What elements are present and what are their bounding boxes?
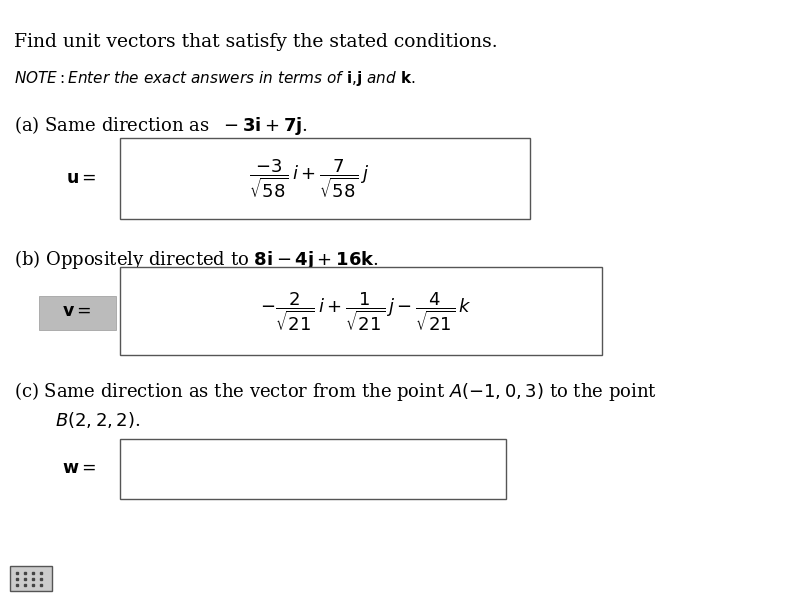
FancyBboxPatch shape — [120, 439, 505, 499]
FancyBboxPatch shape — [38, 296, 115, 330]
FancyBboxPatch shape — [120, 138, 529, 219]
Text: $\mathit{NOTE: Enter\ the\ exact\ answers\ in\ terms\ of\ }$$\mathbf{i}$$\mathit: $\mathit{NOTE: Enter\ the\ exact\ answer… — [14, 69, 415, 88]
Text: $-\dfrac{2}{\sqrt{21}}\, i + \dfrac{1}{\sqrt{21}}\, j - \dfrac{4}{\sqrt{21}}\, k: $-\dfrac{2}{\sqrt{21}}\, i + \dfrac{1}{\… — [259, 290, 471, 333]
FancyBboxPatch shape — [120, 267, 602, 355]
FancyBboxPatch shape — [10, 566, 52, 591]
Text: $\mathbf{w} =$: $\mathbf{w} =$ — [62, 460, 96, 477]
Text: $\dfrac{-3}{\sqrt{58}}\, i + \dfrac{7}{\sqrt{58}}\, j$: $\dfrac{-3}{\sqrt{58}}\, i + \dfrac{7}{\… — [249, 157, 369, 200]
Text: Find unit vectors that satisfy the stated conditions.: Find unit vectors that satisfy the state… — [14, 33, 497, 51]
Text: $\mathbf{v} =$: $\mathbf{v} =$ — [63, 303, 91, 320]
Text: (b) Oppositely directed to $\mathbf{8i} - \mathbf{4j} + \mathbf{16k}$.: (b) Oppositely directed to $\mathbf{8i} … — [14, 248, 379, 270]
Text: $B(2, 2, 2)$.: $B(2, 2, 2)$. — [55, 410, 140, 430]
Text: (a) Same direction as $\ -\mathbf{3i} + \mathbf{7j}$.: (a) Same direction as $\ -\mathbf{3i} + … — [14, 114, 308, 137]
Text: (c) Same direction as the vector from the point $A(-1, 0, 3)$ to the point: (c) Same direction as the vector from th… — [14, 380, 657, 403]
Text: $\mathbf{u} =$: $\mathbf{u} =$ — [66, 170, 96, 187]
